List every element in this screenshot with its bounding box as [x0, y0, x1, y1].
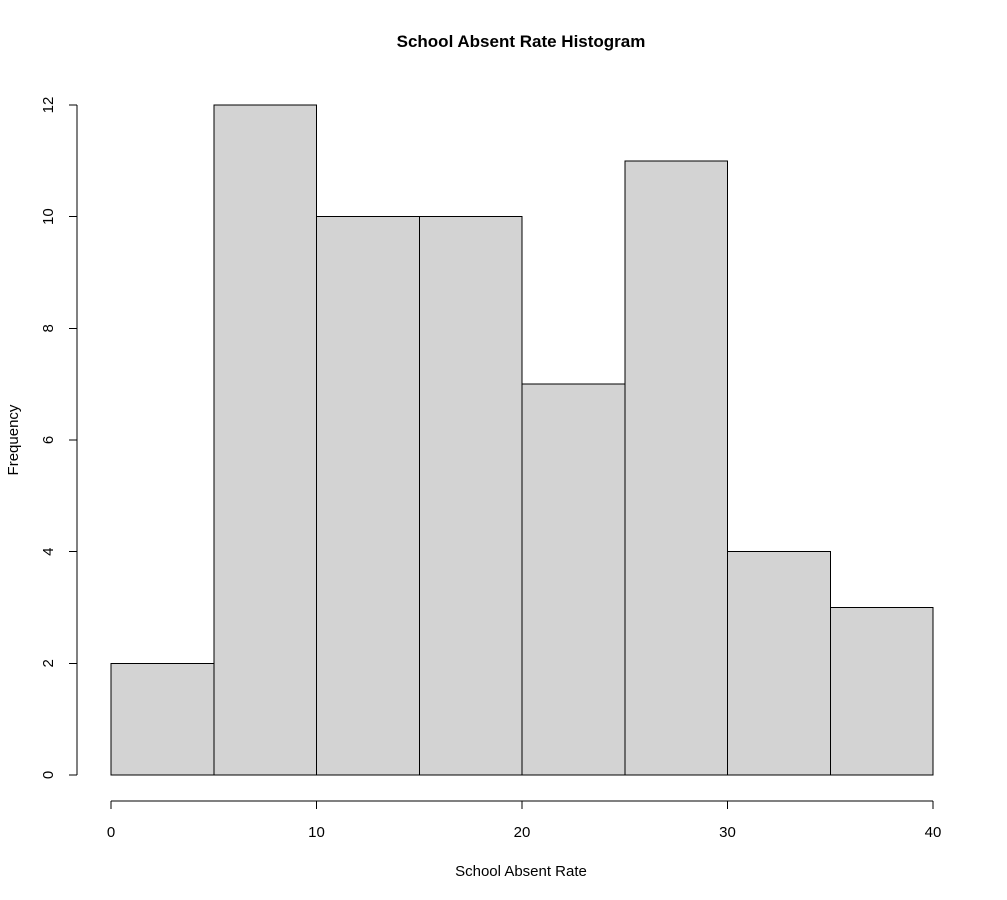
chart-title: School Absent Rate Histogram — [397, 32, 646, 51]
y-tick-label-6: 12 — [40, 97, 57, 114]
x-axis: 0 10 20 30 40 — [107, 800, 942, 841]
bars-group — [110, 104, 934, 776]
x-axis-label: School Absent Rate — [455, 863, 587, 880]
histogram-bar-3 — [418, 216, 523, 776]
histogram-bar-7 — [829, 607, 934, 776]
y-tick-label-1: 2 — [40, 659, 57, 667]
histogram-bar-0 — [110, 662, 215, 776]
x-tick-label-1: 10 — [308, 824, 325, 841]
x-tick-label-2: 20 — [514, 824, 531, 841]
y-axis: 0 2 4 6 8 10 12 — [40, 97, 78, 779]
y-axis-label: Frequency — [5, 404, 22, 475]
y-tick-label-3: 6 — [40, 436, 57, 444]
x-tick-label-0: 0 — [107, 824, 115, 841]
y-tick-label-2: 4 — [40, 547, 57, 555]
y-tick-label-0: 0 — [40, 771, 57, 779]
histogram-bar-6 — [727, 551, 831, 776]
y-tick-label-4: 8 — [40, 324, 57, 332]
histogram-bar-1 — [213, 104, 317, 776]
x-tick-label-4: 40 — [925, 824, 942, 841]
y-tick-label-5: 10 — [40, 208, 57, 225]
x-tick-label-3: 30 — [719, 824, 736, 841]
histogram-bar-5 — [624, 160, 728, 776]
histogram-bar-2 — [316, 216, 420, 776]
histogram-bar-4 — [521, 383, 626, 776]
